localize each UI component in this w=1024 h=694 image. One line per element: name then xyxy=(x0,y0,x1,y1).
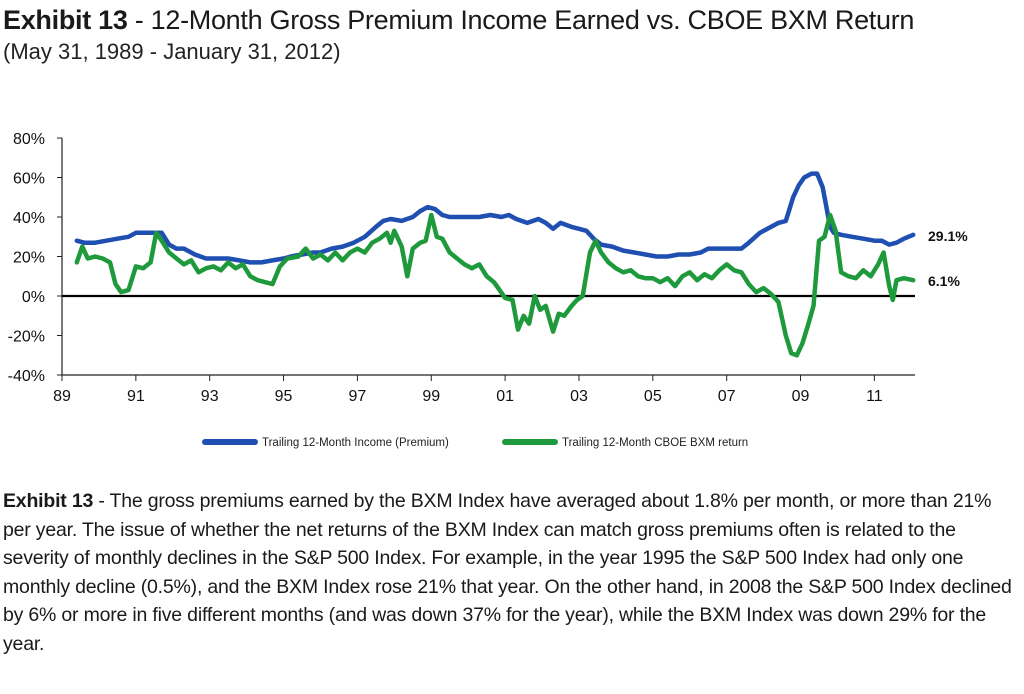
x-tick-label: 11 xyxy=(866,388,883,405)
series-line-1 xyxy=(74,171,916,265)
y-tick-label: 0% xyxy=(22,289,45,306)
y-tick-label: 20% xyxy=(13,250,45,267)
x-tick-label: 05 xyxy=(644,388,662,405)
end-labels: 29.1% 6.1% xyxy=(928,228,968,289)
exhibit-label: Exhibit 13 xyxy=(3,5,128,35)
chart-title: Exhibit 13 - 12-Month Gross Premium Inco… xyxy=(3,3,914,37)
x-tick-label: 07 xyxy=(718,388,736,405)
series-line-2 xyxy=(74,212,916,358)
y-tick-label: -20% xyxy=(8,329,45,346)
y-tick-label: -40% xyxy=(8,368,45,385)
x-axis: 89 91 93 95 97 99 01 03 05 07 09 11 xyxy=(53,294,915,405)
legend: Trailing 12-Month Income (Premium) Traili… xyxy=(202,437,748,449)
caption: Exhibit 13 - The gross premiums earned b… xyxy=(3,487,1021,659)
y-tick-label: 80% xyxy=(13,131,45,148)
caption-text: - The gross premiums earned by the BXM I… xyxy=(3,490,1012,655)
x-tick-label: 01 xyxy=(496,388,514,405)
caption-label: Exhibit 13 xyxy=(3,490,94,512)
series-end-label: 6.1% xyxy=(928,273,960,289)
chart-subtitle: (May 31, 1989 - January 31, 2012) xyxy=(3,39,341,64)
legend-label: Trailing 12-Month Income (Premium) xyxy=(262,437,449,449)
legend-label: Trailing 12-Month CBOE BXM return xyxy=(562,437,748,449)
y-tick-label: 60% xyxy=(13,171,45,188)
series-end-label: 29.1% xyxy=(928,228,968,244)
series-layer xyxy=(74,171,916,358)
x-tick-label: 95 xyxy=(275,388,293,405)
x-tick-label: 89 xyxy=(53,388,71,405)
x-tick-label: 03 xyxy=(570,388,588,405)
x-tick-label: 09 xyxy=(792,388,810,405)
x-tick-label: 97 xyxy=(349,388,367,405)
header: Exhibit 13 - 12-Month Gross Premium Inco… xyxy=(3,3,914,67)
line-chart: -40% -20% 0% 20% 40% 60% 80% 89 91 93 95 97 99 01 03 0… xyxy=(8,131,969,449)
x-tick-label: 93 xyxy=(201,388,219,405)
y-tick-label: 40% xyxy=(13,210,45,227)
x-tick-label: 91 xyxy=(127,388,145,405)
title-text: - 12-Month Gross Premium Income Earned v… xyxy=(127,5,915,35)
y-axis: -40% -20% 0% 20% 40% 60% 80% xyxy=(8,131,63,385)
x-tick-label: 99 xyxy=(422,388,440,405)
